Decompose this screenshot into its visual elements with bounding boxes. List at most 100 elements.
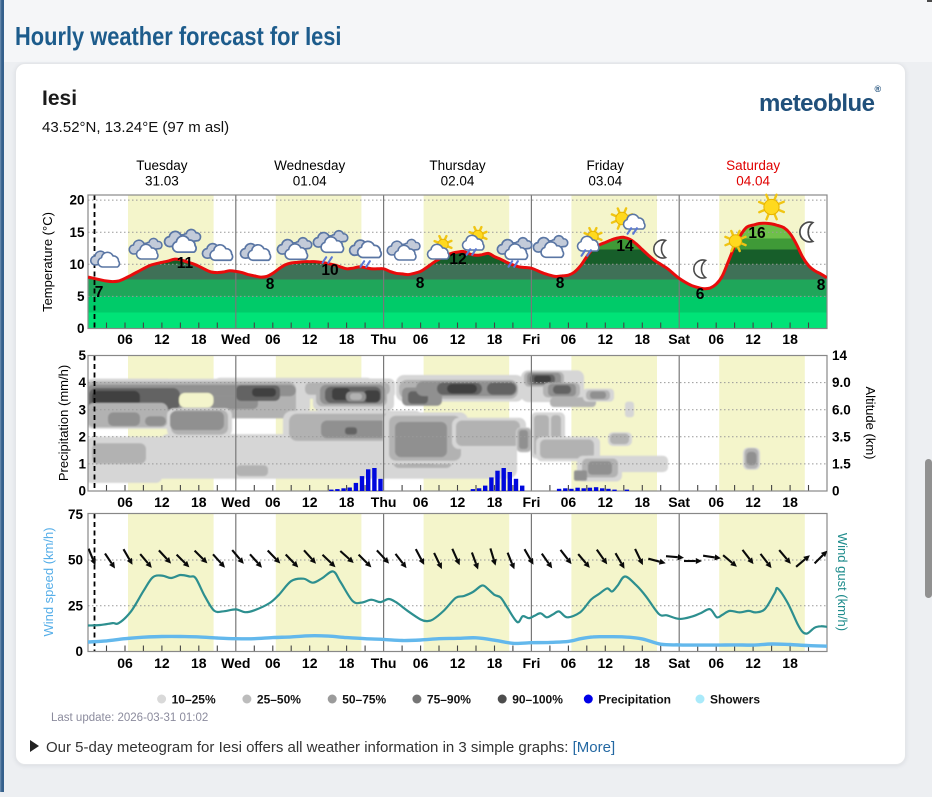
svg-text:Thu: Thu: [371, 655, 397, 671]
svg-text:02.04: 02.04: [441, 174, 475, 189]
svg-text:18: 18: [191, 655, 207, 671]
svg-text:Wed: Wed: [221, 331, 250, 347]
svg-text:06: 06: [413, 494, 429, 510]
svg-text:6: 6: [696, 286, 705, 303]
svg-text:8: 8: [556, 275, 565, 292]
svg-text:12: 12: [450, 494, 466, 510]
svg-text:18: 18: [191, 494, 207, 510]
svg-text:Wednesday: Wednesday: [274, 158, 345, 173]
svg-text:Wind speed (km/h): Wind speed (km/h): [41, 527, 56, 636]
svg-text:4: 4: [78, 375, 86, 390]
svg-text:18: 18: [782, 655, 798, 671]
svg-text:Saturday: Saturday: [726, 158, 780, 173]
svg-text:12: 12: [745, 494, 761, 510]
svg-text:14: 14: [616, 238, 634, 255]
svg-text:Sat: Sat: [668, 331, 690, 347]
svg-text:16: 16: [748, 225, 766, 242]
svg-text:0: 0: [75, 644, 83, 659]
svg-text:25: 25: [68, 598, 84, 613]
svg-text:90–100%: 90–100%: [512, 693, 563, 707]
svg-text:10–25%: 10–25%: [172, 693, 216, 707]
svg-text:0: 0: [77, 321, 85, 336]
svg-text:18: 18: [635, 494, 651, 510]
svg-text:Fri: Fri: [522, 494, 540, 510]
svg-text:14: 14: [832, 348, 848, 363]
svg-text:5: 5: [78, 348, 86, 363]
svg-text:8: 8: [817, 277, 826, 294]
svg-text:12: 12: [745, 331, 761, 347]
svg-text:12: 12: [598, 494, 614, 510]
svg-text:18: 18: [782, 494, 798, 510]
svg-text:Precipitation: Precipitation: [598, 693, 671, 707]
svg-text:Altitude (km): Altitude (km): [863, 387, 878, 460]
svg-text:18: 18: [339, 655, 355, 671]
svg-text:Thursday: Thursday: [429, 158, 486, 173]
svg-text:12: 12: [154, 494, 170, 510]
svg-text:Tuesday: Tuesday: [136, 158, 188, 173]
svg-text:Friday: Friday: [587, 158, 625, 173]
svg-text:06: 06: [413, 655, 429, 671]
svg-text:18: 18: [635, 331, 651, 347]
svg-text:Wed: Wed: [221, 494, 250, 510]
svg-text:06: 06: [561, 655, 577, 671]
svg-text:8: 8: [266, 276, 275, 293]
svg-text:0: 0: [832, 484, 840, 499]
svg-text:25–50%: 25–50%: [257, 693, 301, 707]
svg-text:12: 12: [745, 655, 761, 671]
svg-text:75: 75: [68, 507, 84, 522]
svg-text:6.0: 6.0: [832, 402, 851, 417]
svg-text:12: 12: [598, 655, 614, 671]
svg-text:12: 12: [302, 331, 318, 347]
svg-text:10: 10: [69, 257, 84, 272]
svg-text:06: 06: [117, 655, 133, 671]
svg-text:03.04: 03.04: [588, 174, 622, 189]
svg-text:06: 06: [265, 494, 281, 510]
svg-text:18: 18: [339, 331, 355, 347]
svg-text:12: 12: [598, 331, 614, 347]
svg-text:10: 10: [321, 262, 338, 279]
svg-text:06: 06: [265, 331, 281, 347]
svg-text:11: 11: [177, 255, 194, 272]
svg-text:Sat: Sat: [668, 655, 690, 671]
svg-text:06: 06: [708, 494, 724, 510]
svg-text:1.5: 1.5: [832, 457, 851, 472]
svg-text:3.5: 3.5: [832, 429, 851, 444]
svg-text:0: 0: [78, 484, 86, 499]
svg-text:Sat: Sat: [668, 494, 690, 510]
svg-text:7: 7: [95, 284, 104, 301]
svg-text:Fri: Fri: [522, 655, 540, 671]
svg-text:15: 15: [69, 225, 85, 240]
svg-text:06: 06: [265, 655, 281, 671]
svg-text:Wed: Wed: [221, 655, 250, 671]
svg-text:18: 18: [635, 655, 651, 671]
svg-text:Fri: Fri: [522, 331, 540, 347]
svg-text:3: 3: [78, 402, 86, 417]
svg-text:06: 06: [117, 331, 133, 347]
svg-text:12: 12: [302, 655, 318, 671]
svg-text:18: 18: [487, 494, 503, 510]
svg-text:01.04: 01.04: [293, 174, 327, 189]
svg-text:12: 12: [449, 251, 466, 268]
svg-text:18: 18: [339, 494, 355, 510]
svg-text:06: 06: [117, 494, 133, 510]
svg-text:12: 12: [154, 655, 170, 671]
svg-text:06: 06: [561, 331, 577, 347]
svg-text:8: 8: [416, 275, 425, 292]
svg-text:Thu: Thu: [371, 494, 397, 510]
svg-text:2: 2: [78, 429, 86, 444]
svg-text:20: 20: [69, 193, 84, 208]
svg-text:06: 06: [413, 331, 429, 347]
svg-text:06: 06: [708, 331, 724, 347]
svg-text:04.04: 04.04: [736, 174, 770, 189]
svg-text:31.03: 31.03: [145, 174, 179, 189]
svg-text:75–90%: 75–90%: [427, 693, 471, 707]
svg-text:5: 5: [77, 289, 85, 304]
svg-text:Thu: Thu: [371, 331, 397, 347]
svg-text:18: 18: [487, 655, 503, 671]
svg-text:12: 12: [450, 331, 466, 347]
svg-text:1: 1: [78, 457, 86, 472]
svg-text:18: 18: [487, 331, 503, 347]
svg-text:9.0: 9.0: [832, 375, 851, 390]
svg-text:Temperature (°C): Temperature (°C): [40, 212, 55, 312]
svg-text:18: 18: [191, 331, 207, 347]
